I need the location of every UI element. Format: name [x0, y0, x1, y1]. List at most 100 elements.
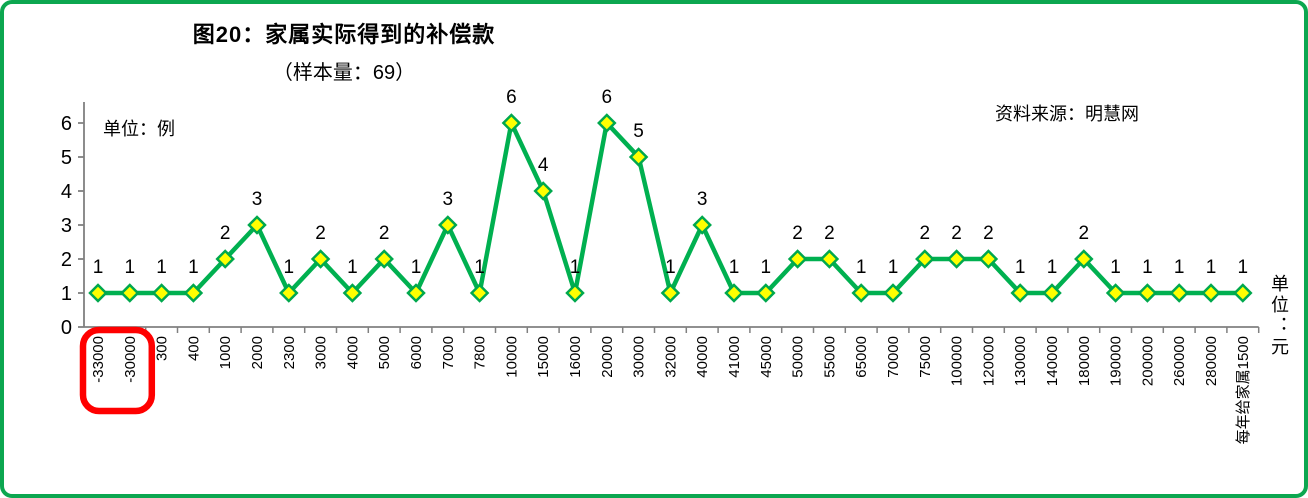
data-point-marker — [151, 283, 172, 303]
data-point-label: 1 — [1110, 257, 1121, 278]
chart-title: 图20：家属实际得到的补偿款 — [192, 22, 496, 47]
data-point-marker — [628, 147, 649, 167]
x-category-label: 200000 — [1139, 336, 1156, 386]
y-tick-label: 0 — [61, 317, 72, 339]
x-category-label: 400 — [185, 336, 202, 361]
x-category-label: 45000 — [758, 336, 775, 378]
chart-subtitle: （样本量：69） — [272, 62, 416, 84]
data-point-marker — [533, 181, 553, 201]
x-category-label: 20000 — [599, 336, 616, 378]
data-point-label: 3 — [443, 189, 454, 210]
x-category-label: 75000 — [917, 336, 934, 378]
x-category-label: 7000 — [440, 336, 457, 369]
data-point-label: 5 — [633, 121, 644, 142]
data-point-marker — [374, 249, 394, 269]
y-axis-unit-label: 单位：例 — [103, 119, 175, 139]
x-category-label: 3000 — [313, 336, 330, 369]
data-point-label: 1 — [411, 257, 422, 278]
data-point-marker — [120, 283, 140, 303]
data-point-marker — [438, 215, 458, 235]
data-point-label: 2 — [220, 223, 231, 244]
data-point-label: 1 — [1015, 257, 1026, 278]
data-point-label: 6 — [506, 87, 517, 108]
data-point-marker — [756, 283, 776, 303]
x-category-label: 15000 — [535, 336, 552, 378]
data-point-label: 1 — [665, 257, 676, 278]
data-point-label: 1 — [347, 257, 358, 278]
data-point-label: 1 — [729, 257, 740, 278]
y-tick-label: 4 — [61, 181, 72, 203]
y-tick-label: 5 — [61, 147, 72, 169]
x-category-label: 1000 — [217, 336, 234, 369]
data-point-marker — [883, 283, 903, 303]
data-point-marker — [1042, 283, 1062, 303]
x-category-label: 120000 — [980, 336, 997, 386]
x-category-label: 2300 — [281, 336, 298, 369]
x-category-label: 300 — [154, 336, 171, 361]
data-point-label: 2 — [792, 223, 803, 244]
data-point-label: 3 — [697, 189, 708, 210]
data-point-label: 1 — [1174, 257, 1185, 278]
data-point-label: 2 — [824, 223, 835, 244]
data-point-label: 2 — [920, 223, 931, 244]
data-point-label: 1 — [570, 257, 581, 278]
x-category-label: 30000 — [631, 336, 648, 378]
data-point-marker — [215, 249, 235, 269]
x-category-label: 260000 — [1171, 336, 1188, 386]
data-point-marker — [310, 249, 331, 269]
x-category-label: 55000 — [821, 336, 838, 378]
x-category-label: 280000 — [1203, 336, 1220, 386]
data-point-label: 2 — [951, 223, 962, 244]
x-category-label: 130000 — [1012, 336, 1029, 386]
data-point-marker — [1201, 283, 1221, 303]
data-point-marker — [183, 283, 204, 303]
y-tick-label: 6 — [61, 113, 72, 135]
data-point-marker — [88, 283, 108, 303]
line-chart: 01234561-330001-300001300140021000320001… — [61, 87, 1260, 444]
y-tick-label: 1 — [61, 283, 72, 305]
data-point-label: 1 — [1238, 257, 1249, 278]
x-category-label: 16000 — [567, 336, 584, 378]
data-point-marker — [247, 215, 267, 235]
x-category-label: 40000 — [694, 336, 711, 378]
data-point-label: 3 — [252, 189, 263, 210]
data-point-marker — [915, 249, 935, 269]
data-point-label: 1 — [156, 257, 167, 278]
x-category-label: 41000 — [726, 336, 743, 378]
x-category-label: 6000 — [408, 336, 425, 369]
data-point-label: 1 — [1206, 257, 1217, 278]
data-point-marker — [597, 113, 617, 133]
data-point-marker — [819, 249, 840, 269]
data-point-marker — [660, 283, 681, 303]
x-category-label: 7800 — [472, 336, 489, 369]
x-category-label: 2000 — [249, 336, 266, 369]
data-point-label: 1 — [1142, 257, 1153, 278]
x-axis-unit-label: 单位：元 — [1269, 274, 1289, 358]
data-point-marker — [851, 283, 871, 303]
data-point-marker — [501, 113, 522, 133]
data-point-marker — [565, 283, 585, 303]
x-category-label: 50000 — [790, 336, 807, 378]
data-point-marker — [978, 249, 999, 269]
data-point-marker — [946, 249, 967, 269]
data-point-marker — [1137, 283, 1158, 303]
x-category-label: 180000 — [1076, 336, 1093, 386]
data-point-label: 1 — [1047, 257, 1058, 278]
data-point-label: 2 — [315, 223, 326, 244]
data-point-label: 4 — [538, 155, 549, 176]
x-category-label: 140000 — [1044, 336, 1061, 386]
x-category-label: 32000 — [662, 336, 679, 378]
data-point-marker — [724, 283, 744, 303]
x-category-label: -30000 — [122, 336, 139, 383]
data-point-label: 1 — [761, 257, 772, 278]
data-point-label: 1 — [888, 257, 899, 278]
data-point-marker — [1010, 283, 1030, 303]
data-point-label: 2 — [1079, 223, 1090, 244]
x-category-label: -33000 — [90, 336, 107, 383]
data-point-marker — [469, 283, 490, 303]
x-category-label: 65000 — [853, 336, 870, 378]
x-category-label: 190000 — [1108, 336, 1125, 386]
data-point-label: 1 — [284, 257, 295, 278]
data-point-label: 2 — [983, 223, 994, 244]
